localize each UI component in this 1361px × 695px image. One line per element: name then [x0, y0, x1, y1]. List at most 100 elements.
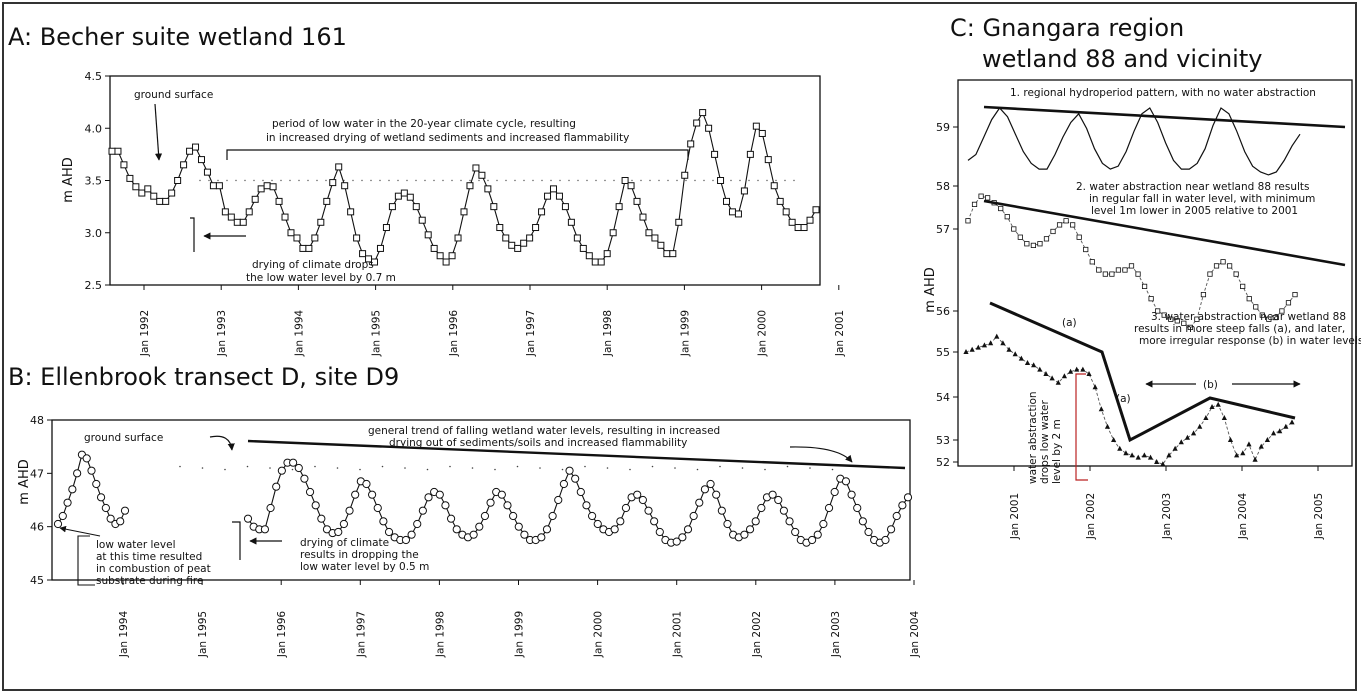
panel-c-series-3-point [1178, 439, 1184, 445]
panel-a-point [311, 234, 319, 242]
panel-b-point [554, 495, 563, 505]
panel-a-ground-dot [451, 179, 453, 182]
annotation-trend-b-2: drying out of sediments/soils and increa… [389, 437, 687, 449]
panel-b-ground-dot [404, 467, 406, 469]
panel-b-point [322, 525, 332, 534]
panel-a-ground-dot [703, 179, 705, 182]
panel-c-series-2-point [985, 195, 991, 201]
panel-b-ground-dot [246, 465, 249, 468]
panel-a-point [758, 129, 766, 137]
arrow-ground-surface-a [154, 103, 163, 161]
panel-b-point [101, 503, 110, 513]
panel-b-point [745, 525, 755, 534]
panel-b-point [362, 479, 371, 489]
panel-b-point [514, 522, 523, 531]
panel-c-series-3-point [1123, 450, 1129, 456]
panel-a-ground-dot [298, 179, 300, 182]
panel-a-point [711, 150, 719, 158]
panel-b-chart: 45 46 47 48 Jan 1994 Jan 1995 Jan 1996 Jan 1997… [30, 414, 921, 658]
panel-c-series-3-point [1080, 366, 1086, 372]
panel-b-title: B: Ellenbrook transect D, site D9 [8, 363, 399, 391]
panel-a-ytick-label: 4.5 [85, 70, 103, 83]
panel-b-point [610, 525, 619, 534]
panel-b-annotations: ground surface general trend of falling … [59, 425, 906, 587]
panel-a-point [460, 208, 468, 216]
panel-c-series-3-point [1184, 434, 1191, 440]
panel-b-point [824, 503, 834, 513]
panel-b-point [853, 503, 862, 513]
panel-c-ytick-label: 58 [936, 180, 950, 193]
panel-a-point [514, 244, 522, 252]
panel-a-point [740, 187, 748, 195]
panel-b-point [272, 482, 281, 491]
panel-c-series-3-point [1000, 340, 1006, 346]
panel-a-point [382, 224, 390, 232]
panel-c-series-2-point [1233, 271, 1239, 277]
panel-b-point [120, 506, 130, 515]
panel-b-point [774, 495, 783, 505]
panel-a-point [585, 252, 593, 260]
panel-a-point [538, 208, 546, 216]
panel-b-point [58, 511, 67, 521]
panel-b-point [509, 511, 518, 521]
panel-c-series-2-point [1279, 308, 1285, 314]
panel-b-point [424, 493, 433, 502]
panel-b-point [655, 527, 664, 537]
panel-a-ground-dot [604, 179, 606, 182]
panel-a-point [245, 208, 253, 216]
panel-b-point [706, 479, 715, 489]
panel-a-ground-dot [676, 179, 678, 182]
panel-a-point [221, 208, 229, 216]
panel-c-series-3-point [1154, 459, 1160, 464]
panel-a-point [669, 250, 677, 258]
panel-a-point [227, 213, 235, 221]
panel-a-point [263, 182, 271, 190]
panel-b-point [542, 525, 552, 534]
panel-c-series-3-point [1190, 430, 1197, 436]
panel-c-series-1-line [967, 107, 1301, 176]
panel-c-series-3-point [1246, 441, 1252, 447]
panel-c-ytick-label: 59 [936, 121, 950, 134]
panel-c-series-2-point [1102, 271, 1108, 277]
panel-a-point [728, 208, 736, 216]
panel-a-point [591, 258, 599, 266]
panel-b-point [633, 490, 642, 499]
panel-a-point [257, 185, 265, 193]
panel-a-ground-dot [424, 179, 426, 182]
annotation-low-water-1: period of low water in the 20-year clima… [272, 118, 576, 130]
panel-c-series-3-point [1092, 384, 1098, 390]
panel-a-point [752, 122, 760, 130]
panel-a-point [663, 250, 671, 258]
panel-c-series-3-point [1086, 371, 1092, 376]
panel-b-point [588, 511, 597, 521]
panel-a-point [609, 229, 617, 237]
panel-a-point [239, 218, 247, 226]
panel-a-point [335, 163, 343, 171]
panel-b-point [886, 525, 896, 534]
panel-a-ground-dot [235, 179, 237, 182]
panel-c-series-2-point [1141, 283, 1148, 290]
panel-b-xtick-label: Jan 2004 [909, 611, 921, 659]
bracket-drying-b [232, 521, 241, 560]
panel-a-point [347, 208, 355, 216]
panel-a-ground-dot [667, 179, 669, 182]
panel-a-ground-dot [460, 179, 462, 182]
panel-c-series-3-point [1289, 419, 1295, 425]
panel-c-series-2-point [1285, 300, 1292, 306]
panel-b-ytick-label: 47 [30, 467, 44, 480]
panel-a-point [215, 182, 223, 190]
panel-b-point [683, 525, 693, 534]
panel-b-point [565, 466, 574, 475]
panel-a-point [734, 210, 742, 218]
panel-b-point [593, 519, 602, 529]
panel-b-point [373, 503, 382, 513]
annotation-c3-1: 3. water abstraction near wetland 88 [1151, 311, 1346, 323]
panel-b-ground-dot [336, 467, 339, 469]
panel-c-series-2-point [1272, 314, 1278, 321]
panel-c-series-3-point [1147, 454, 1154, 460]
panel-b-ground-dot [719, 465, 721, 468]
bracket-low-water-period [226, 149, 689, 160]
panel-b-point [638, 495, 647, 505]
panel-b-point [892, 511, 901, 521]
